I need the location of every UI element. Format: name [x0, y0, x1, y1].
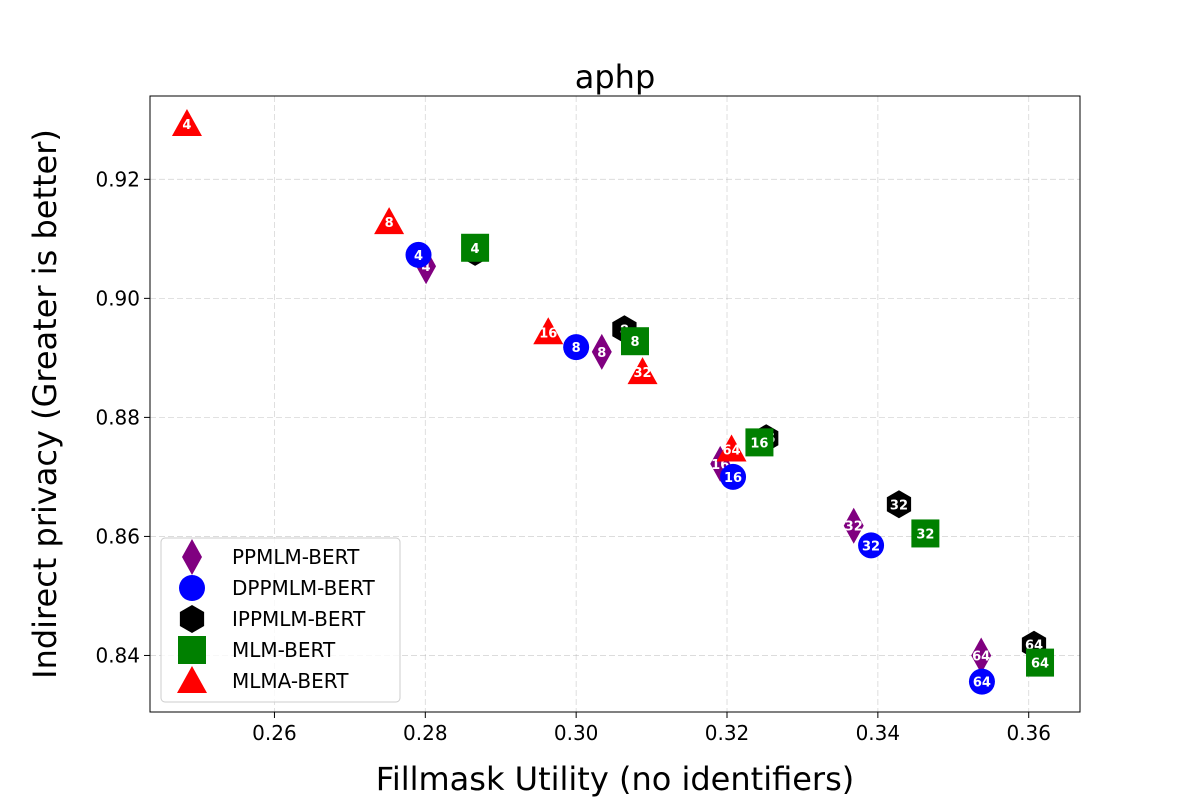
hexagon-point — [886, 490, 912, 519]
point-label: 64 — [1031, 657, 1049, 672]
y-axis-ticks: 0.84 0.86 0.88 0.90 0.92 — [95, 167, 150, 667]
plot-frame — [149, 95, 1081, 713]
series-mlma-bert: 4 8 16 32 64 — [171, 108, 747, 462]
x-axis-ticks: 0.26 0.28 0.30 0.32 0.34 0.36 — [252, 712, 1051, 745]
legend-entry-label: MLMA-BERT — [232, 669, 349, 693]
legend-entry-label: DPPMLM-BERT — [232, 576, 375, 600]
x-tick-label: 0.28 — [403, 721, 448, 745]
plot-markers: 4816326448163264481632644816326448163264 — [171, 108, 1055, 695]
point-label: 4 — [182, 118, 191, 133]
circle-point — [968, 668, 995, 695]
triangle-point — [533, 317, 564, 345]
square-point — [911, 519, 940, 548]
y-tick-label: 0.90 — [95, 286, 140, 310]
y-tick-label: 0.86 — [95, 524, 140, 548]
diamond-point — [971, 637, 992, 674]
triangle-point — [716, 434, 747, 462]
legend-marker-circle — [179, 575, 205, 601]
legend-marker-square — [178, 636, 206, 664]
point-label: 16 — [539, 326, 557, 341]
circle-point — [563, 334, 590, 361]
x-tick-label: 0.34 — [856, 721, 901, 745]
series-ppmlm-bert: 4 8 16 32 64 — [416, 248, 992, 674]
x-tick-label: 0.32 — [705, 721, 750, 745]
circle-point — [858, 532, 885, 559]
legend-entry-label: IPPMLM-BERT — [232, 607, 366, 631]
square-point — [461, 233, 490, 262]
y-tick-label: 0.88 — [95, 405, 140, 429]
x-tick-label: 0.26 — [252, 721, 297, 745]
diamond-point — [591, 333, 612, 370]
point-label: 32 — [862, 539, 880, 554]
point-label: 32 — [633, 366, 651, 381]
point-label: 8 — [572, 341, 581, 356]
triangle-point — [171, 108, 202, 136]
legend-entry-label: PPMLM-BERT — [232, 545, 360, 569]
series-dppmlm-bert: 4 8 16 32 64 — [405, 241, 995, 695]
y-tick-label: 0.92 — [95, 167, 140, 191]
legend-entry-label: MLM-BERT — [232, 638, 336, 662]
x-axis-label: Fillmask Utility (no identifiers) — [376, 760, 854, 798]
point-label: 8 — [597, 346, 606, 361]
legend-marker-diamond — [182, 539, 202, 575]
point-label: 8 — [630, 335, 639, 350]
grid-lines — [150, 96, 1080, 712]
point-label: 32 — [845, 520, 863, 535]
point-label: 64 — [722, 444, 740, 459]
point-label: 32 — [916, 527, 934, 542]
x-tick-label: 0.30 — [554, 721, 599, 745]
y-tick-label: 0.84 — [95, 643, 140, 667]
point-label: 32 — [890, 498, 908, 513]
y-axis-label: Indirect privacy (Greater is better) — [26, 129, 64, 679]
point-label: 8 — [385, 216, 394, 231]
circle-point — [405, 241, 432, 268]
series-mlm-bert: 4 8 16 32 64 — [461, 233, 1055, 677]
square-point — [1026, 648, 1055, 677]
point-label: 64 — [972, 649, 990, 664]
legend-frame — [160, 537, 401, 703]
legend-marker-hexagon — [179, 605, 205, 633]
point-label: 16 — [724, 471, 742, 486]
point-label: 4 — [471, 242, 480, 257]
triangle-point — [627, 357, 658, 385]
square-point — [620, 327, 649, 356]
square-point — [745, 428, 774, 457]
point-label: 16 — [750, 436, 768, 451]
chart-title: aphp — [575, 58, 656, 96]
x-tick-label: 0.36 — [1006, 721, 1051, 745]
point-label: 64 — [973, 676, 991, 691]
point-label: 4 — [414, 249, 423, 264]
point-label: 4 — [422, 260, 431, 275]
legend-marker-triangle — [177, 666, 207, 693]
triangle-point — [374, 207, 405, 235]
diamond-point — [843, 507, 864, 544]
circle-point — [720, 463, 747, 490]
legend: PPMLM-BERT DPPMLM-BERT IPPMLM-BERT MLM-BERT… — [160, 537, 401, 703]
